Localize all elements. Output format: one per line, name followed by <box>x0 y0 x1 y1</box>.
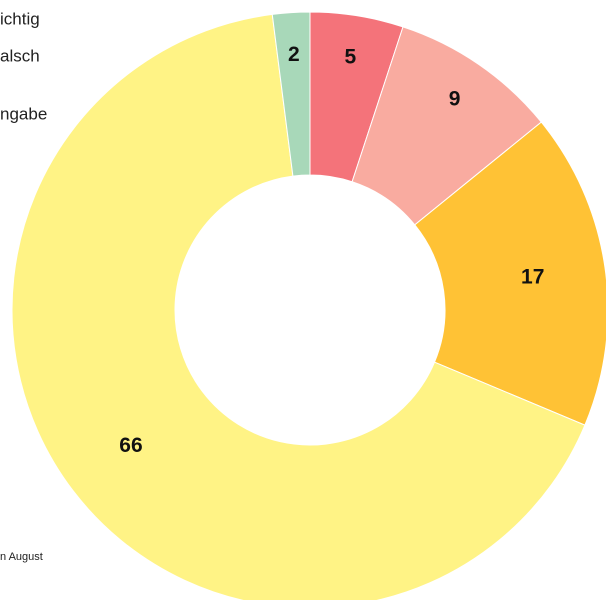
note: n August <box>0 551 43 563</box>
value-label: 17 <box>521 266 544 289</box>
value-label: 2 <box>288 43 300 66</box>
legend-label: ngabe <box>0 104 47 123</box>
legend-label: alsch <box>0 46 40 65</box>
slice <box>271 11 311 177</box>
legend-label: ichtig <box>0 9 40 28</box>
value-label: 5 <box>344 46 356 69</box>
donut <box>11 11 606 605</box>
value-label: 9 <box>449 88 461 111</box>
slice <box>11 13 586 605</box>
value-label: 66 <box>119 434 142 457</box>
slice <box>414 121 606 426</box>
